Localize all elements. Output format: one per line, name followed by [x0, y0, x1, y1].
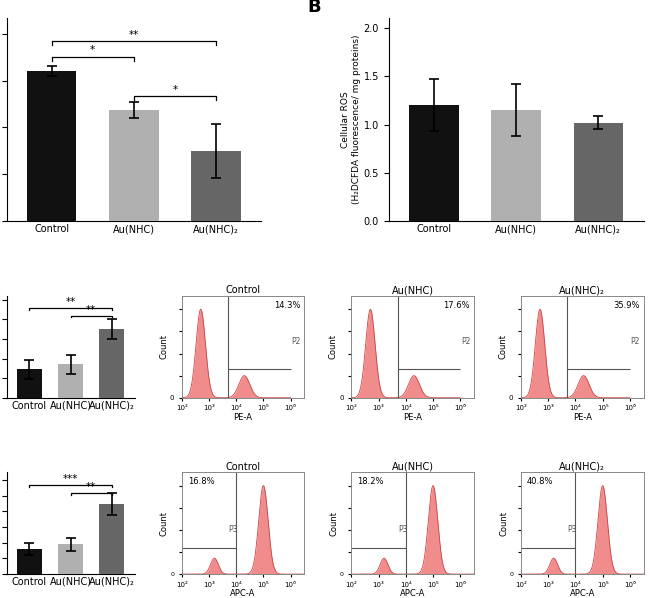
- Text: 35.9%: 35.9%: [614, 301, 640, 310]
- Text: *: *: [90, 45, 96, 56]
- Text: P2: P2: [630, 337, 640, 346]
- Bar: [491, 110, 541, 221]
- X-axis label: APC-A: APC-A: [230, 589, 255, 598]
- X-axis label: APC-A: APC-A: [569, 589, 595, 598]
- Y-axis label: Count: Count: [160, 511, 169, 536]
- Bar: [410, 105, 458, 221]
- Text: P3: P3: [398, 525, 408, 534]
- Title: Au(NHC)₂: Au(NHC)₂: [559, 462, 605, 472]
- Text: B: B: [307, 0, 321, 16]
- Title: Au(NHC): Au(NHC): [391, 285, 434, 295]
- Bar: [99, 329, 124, 398]
- Text: 40.8%: 40.8%: [527, 477, 554, 486]
- X-axis label: APC-A: APC-A: [400, 589, 425, 598]
- Y-axis label: Count: Count: [329, 334, 338, 359]
- Text: P3: P3: [228, 525, 238, 534]
- Bar: [17, 549, 42, 574]
- Bar: [58, 544, 83, 574]
- Y-axis label: Count: Count: [499, 334, 508, 359]
- X-axis label: PE-A: PE-A: [573, 413, 592, 422]
- Text: **: **: [86, 482, 96, 492]
- Bar: [109, 110, 159, 221]
- Text: 18.2%: 18.2%: [358, 477, 384, 486]
- X-axis label: PE-A: PE-A: [233, 413, 252, 422]
- Y-axis label: Count: Count: [499, 511, 508, 536]
- Bar: [192, 151, 240, 221]
- Text: P3: P3: [567, 525, 577, 534]
- Y-axis label: Count: Count: [330, 511, 339, 536]
- Text: **: **: [86, 305, 96, 315]
- Bar: [17, 370, 42, 398]
- Text: **: **: [129, 30, 139, 40]
- Text: 17.6%: 17.6%: [443, 301, 470, 310]
- Bar: [99, 504, 124, 574]
- Y-axis label: Count: Count: [159, 334, 168, 359]
- Text: P2: P2: [461, 337, 470, 346]
- Bar: [27, 71, 76, 221]
- Title: Au(NHC): Au(NHC): [391, 462, 434, 472]
- Bar: [574, 123, 623, 221]
- Title: Control: Control: [226, 285, 261, 295]
- Bar: [58, 365, 83, 398]
- Text: *: *: [172, 84, 177, 94]
- X-axis label: PE-A: PE-A: [403, 413, 422, 422]
- Text: **: **: [66, 297, 75, 307]
- Text: ***: ***: [63, 474, 78, 484]
- Text: P2: P2: [291, 337, 300, 346]
- Text: 16.8%: 16.8%: [188, 477, 215, 486]
- Y-axis label: Cellular ROS
(H₂DCFDA fluorescence/ mg proteins): Cellular ROS (H₂DCFDA fluorescence/ mg p…: [341, 35, 361, 205]
- Title: Au(NHC)₂: Au(NHC)₂: [559, 285, 605, 295]
- Title: Control: Control: [226, 462, 261, 472]
- Text: 14.3%: 14.3%: [274, 301, 300, 310]
